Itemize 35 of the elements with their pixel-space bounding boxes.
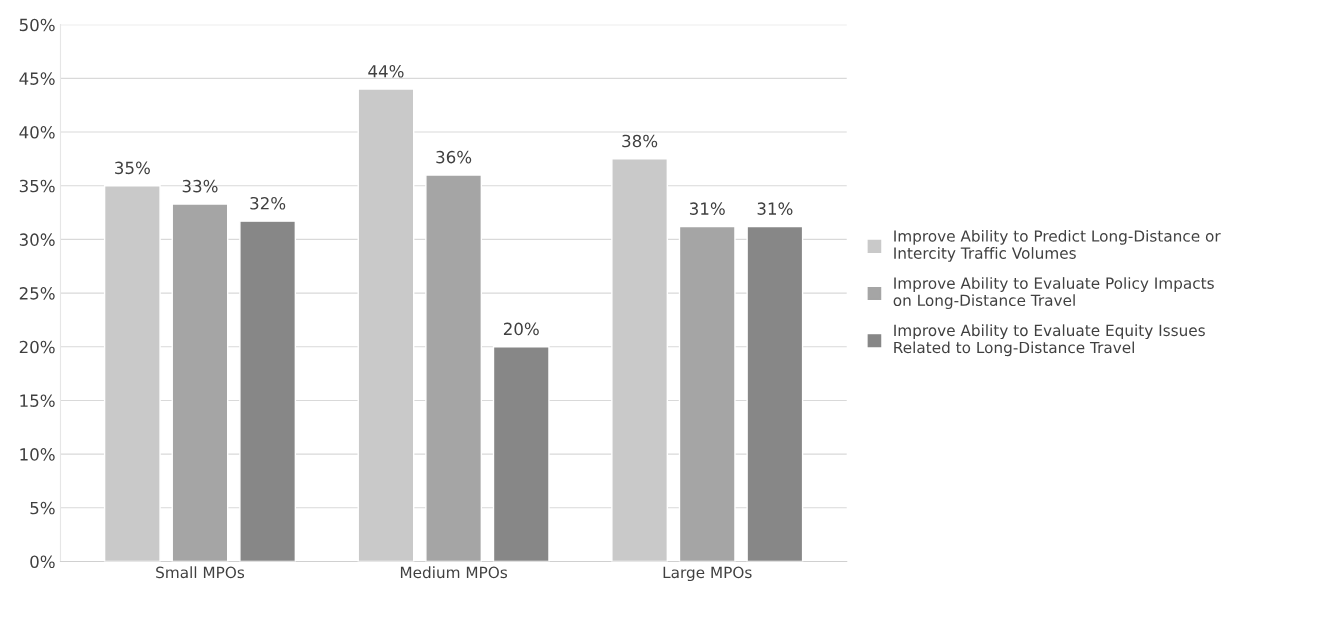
y-tick-label: 10% <box>20 448 55 461</box>
data-label: 33% <box>182 179 218 193</box>
data-label: 31% <box>689 202 725 215</box>
data-label: 20% <box>503 322 539 336</box>
data-label: 44% <box>368 64 404 78</box>
bar <box>425 174 483 562</box>
bar <box>611 158 669 562</box>
y-tick-label: 35% <box>19 179 55 193</box>
data-label: 31% <box>757 202 793 215</box>
y-tick-label: 0% <box>30 555 55 569</box>
y-tick-label: 5% <box>30 501 55 515</box>
bar <box>103 185 161 562</box>
data-label: 36% <box>436 150 472 164</box>
x-tick-label: Medium MPOs <box>400 566 508 579</box>
y-tick-label: 20% <box>19 340 55 354</box>
bar <box>171 203 229 562</box>
x-tick-label: Large MPOs <box>663 566 752 582</box>
y-tick-label: 30% <box>19 233 55 246</box>
bar <box>492 346 550 562</box>
y-tick-label: 45% <box>19 72 55 85</box>
bar <box>678 225 736 562</box>
y-tick-label: 50% <box>19 18 55 32</box>
bar <box>357 88 415 562</box>
y-tick-label: 15% <box>20 394 55 407</box>
legend-label: Improve Ability to Predict Long-Distance or Intercity Traffic Volumes <box>894 229 1221 262</box>
data-label: 38% <box>622 134 658 148</box>
data-label: 35% <box>115 161 150 175</box>
y-tick-label: 25% <box>19 287 55 300</box>
x-tick-label: Small MPOs <box>156 566 245 579</box>
bar <box>746 225 804 562</box>
y-tick-label: 40% <box>19 126 55 139</box>
data-label: 32% <box>250 196 286 210</box>
legend-label: Improve Ability to Evaluate Equity Issues Related to Long-Distance Travel <box>894 324 1205 357</box>
legend-label: Improve Ability to Evaluate Policy Impacts on Long-Distance Travel <box>893 277 1214 310</box>
bar <box>239 220 297 562</box>
